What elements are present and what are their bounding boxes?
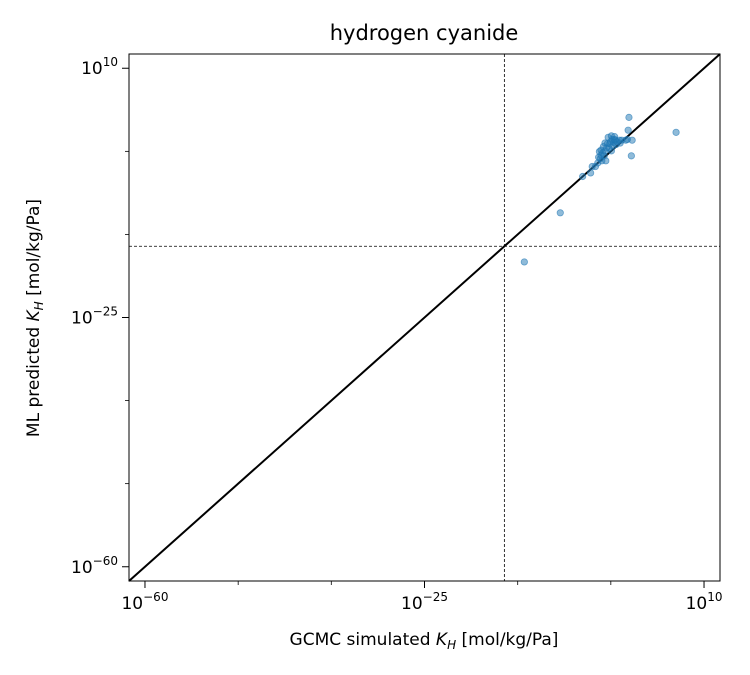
data-point: [601, 139, 609, 147]
data-point: [520, 258, 528, 266]
y-tick-label: 10−25: [71, 305, 118, 329]
data-point: [587, 169, 595, 177]
data-point: [672, 128, 680, 136]
y-axis-label: ML predicted KH [mol/kg/Pa]: [24, 199, 46, 437]
data-point: [610, 133, 619, 141]
x-tick-label: 1010: [686, 590, 723, 614]
y-axis-ticks: 10−60 10−25 1010: [71, 55, 129, 578]
chart-title: hydrogen cyanide: [330, 21, 519, 45]
scatter-points: [520, 113, 680, 266]
data-point: [579, 172, 587, 181]
data-point: [556, 209, 564, 217]
data-point: [625, 113, 633, 121]
data-point: [624, 126, 632, 134]
x-axis-label: GCMC simulated KH [mol/kg/Pa]: [290, 630, 559, 652]
y-tick-label: 1010: [81, 55, 118, 79]
y-tick-label: 10−60: [71, 554, 118, 578]
reference-dashed-lines: [129, 54, 720, 581]
x-tick-label: 10−25: [401, 590, 448, 614]
x-axis-ticks: 10−60 10−25 1010: [121, 581, 722, 614]
data-point: [628, 136, 636, 144]
x-tick-label: 10−60: [121, 590, 168, 614]
data-point: [616, 139, 624, 147]
data-point: [602, 157, 610, 165]
data-point: [627, 152, 635, 160]
data-point: [597, 146, 605, 154]
